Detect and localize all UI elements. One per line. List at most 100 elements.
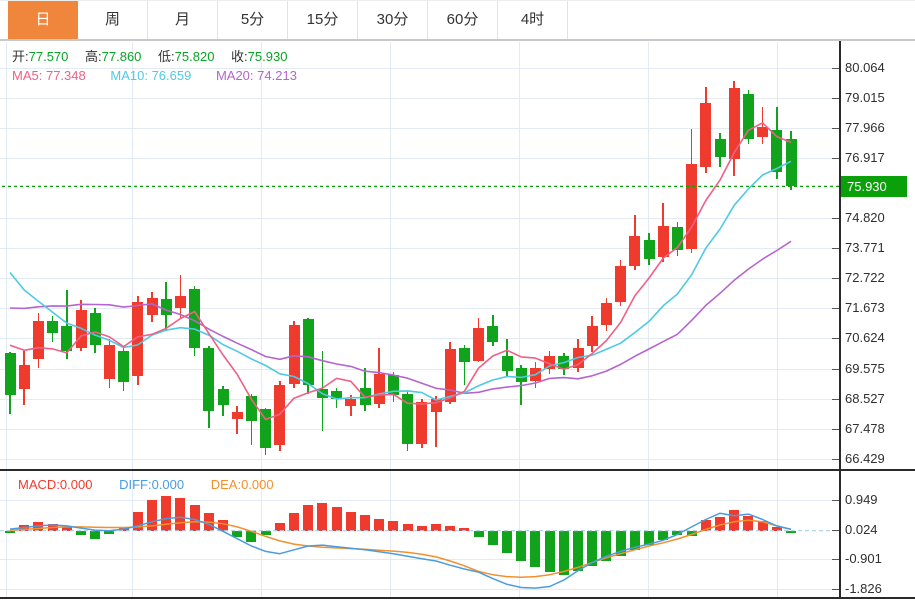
candle	[32, 320, 44, 360]
candle	[558, 356, 570, 370]
price-tick	[832, 128, 839, 130]
price-gridline	[0, 278, 839, 280]
candle	[487, 326, 499, 342]
candle	[174, 296, 186, 308]
ma5-value: 77.348	[45, 68, 86, 83]
macd-histogram-bar	[274, 522, 285, 531]
close-value: 75.930	[247, 49, 288, 64]
macd-histogram-bar	[303, 505, 314, 531]
candle	[245, 396, 257, 421]
macd-histogram-bar	[573, 530, 583, 571]
price-tick	[832, 428, 839, 430]
macd-histogram-bar	[374, 518, 385, 531]
candle	[203, 347, 215, 411]
macd-gridline	[0, 588, 839, 590]
candle	[387, 374, 399, 395]
macd-histogram-bar	[629, 530, 640, 551]
time-gridline	[6, 42, 7, 597]
macd-tick-label: -0.901	[845, 551, 882, 567]
candle	[785, 139, 797, 187]
ma20-value: 74.213	[257, 68, 297, 83]
price-tick-label: 76.917	[845, 150, 885, 166]
macd-histogram-bar	[516, 530, 527, 561]
candle	[47, 320, 59, 334]
tab-30分[interactable]: 30分	[358, 1, 428, 39]
macd-label: MACD:	[18, 477, 60, 492]
candle	[4, 353, 16, 395]
macd-histogram-bar	[5, 530, 15, 533]
candle	[416, 402, 428, 444]
price-tick	[832, 308, 839, 310]
candle	[771, 129, 783, 172]
candle	[402, 393, 414, 444]
macd-readout: MACD:0.000 DIFF:0.000 DEA:0.000	[18, 477, 287, 492]
candle-wick	[761, 107, 764, 145]
macd-histogram-bar	[345, 511, 356, 531]
price-gridline	[0, 248, 839, 250]
tab-4时[interactable]: 4时	[498, 1, 568, 39]
price-gridline	[0, 338, 839, 340]
macd-histogram-bar	[587, 530, 598, 566]
tab-月[interactable]: 月	[148, 1, 218, 39]
macd-histogram-bar	[601, 530, 612, 561]
tab-日[interactable]: 日	[8, 1, 78, 39]
timeframe-tabbar: 日周月 5分 15分 30分 60分 4时	[0, 0, 915, 40]
diff-label: DIFF:	[119, 477, 152, 492]
macd-histogram-bar	[502, 530, 512, 554]
candle	[345, 399, 357, 407]
candle	[586, 326, 598, 347]
macd-tick-label: 0.949	[845, 492, 878, 508]
macd-histogram-bar	[658, 530, 669, 540]
candle	[430, 399, 442, 413]
macd-histogram-bar	[203, 513, 214, 531]
candle	[302, 319, 314, 385]
macd-histogram-bar	[33, 521, 44, 531]
macd-gridline	[0, 559, 839, 561]
tab-15分[interactable]: 15分	[288, 1, 358, 39]
tab-60分[interactable]: 60分	[428, 1, 498, 39]
macd-histogram-bar	[161, 496, 172, 531]
macd-histogram-bar	[132, 511, 143, 531]
candle	[671, 227, 683, 251]
macd-histogram-bar	[431, 524, 441, 531]
price-tick	[832, 278, 839, 280]
tab-5分[interactable]: 5分	[218, 1, 288, 39]
macd-histogram-bar	[317, 502, 328, 531]
price-tick-label: 71.673	[845, 300, 885, 316]
price-gridline	[0, 128, 839, 130]
tab-周[interactable]: 周	[78, 1, 148, 39]
price-tick-label: 66.429	[845, 450, 885, 466]
macd-tick	[832, 529, 839, 531]
candle	[643, 240, 655, 259]
ma10-value: 76.659	[151, 68, 192, 83]
current-price-label: 75.930	[840, 176, 907, 197]
candle	[359, 387, 371, 406]
candle	[217, 389, 229, 406]
macd-histogram-bar	[672, 530, 683, 535]
price-gridline	[0, 218, 839, 220]
candle	[629, 236, 641, 267]
time-gridline	[390, 42, 391, 597]
price-tick-label: 72.722	[845, 270, 885, 286]
candle	[118, 350, 130, 383]
time-gridline	[648, 42, 649, 597]
dea-value: 0.000	[241, 477, 274, 492]
candle	[75, 310, 87, 348]
macd-histogram-bar	[530, 530, 541, 568]
candle	[544, 356, 556, 370]
candle	[160, 299, 172, 315]
chart-top-border	[0, 40, 915, 41]
price-tick-label: 77.966	[845, 120, 885, 136]
candle	[686, 164, 698, 249]
dea-label: DEA:	[210, 477, 242, 492]
candle	[742, 94, 754, 139]
ma20-label: MA20:	[215, 68, 254, 83]
ma5-label: MA5:	[12, 68, 43, 83]
macd-histogram-bar	[416, 525, 427, 531]
high-value: 77.860	[101, 49, 142, 64]
macd-histogram-bar	[232, 530, 243, 538]
panel-separator	[0, 469, 915, 471]
candle	[515, 367, 527, 383]
candle	[61, 326, 73, 351]
